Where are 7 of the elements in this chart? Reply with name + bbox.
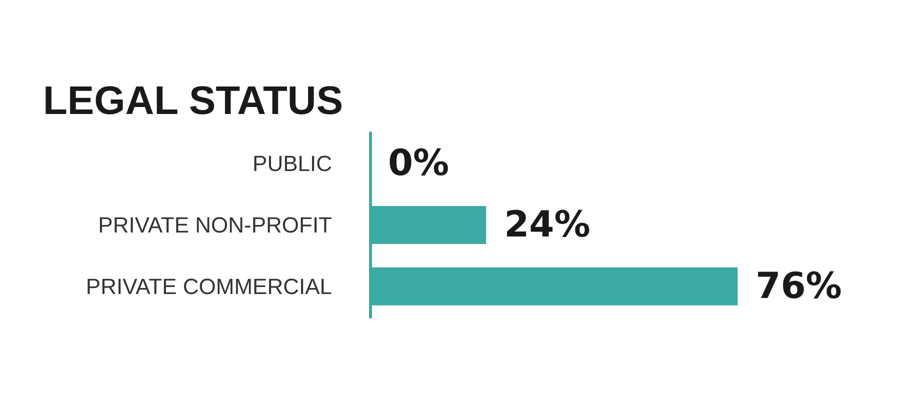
y-tick-label: PRIVATE COMMERCIAL [86,274,332,299]
y-tick-label: PRIVATE NON-PROFIT [98,212,332,238]
chart-title: LEGAL STATUS [43,79,343,123]
data-label: 0% [388,143,450,184]
data-label: 76% [756,266,842,307]
y-tick-label: PUBLIC [252,151,332,176]
data-label: 24% [504,204,590,246]
